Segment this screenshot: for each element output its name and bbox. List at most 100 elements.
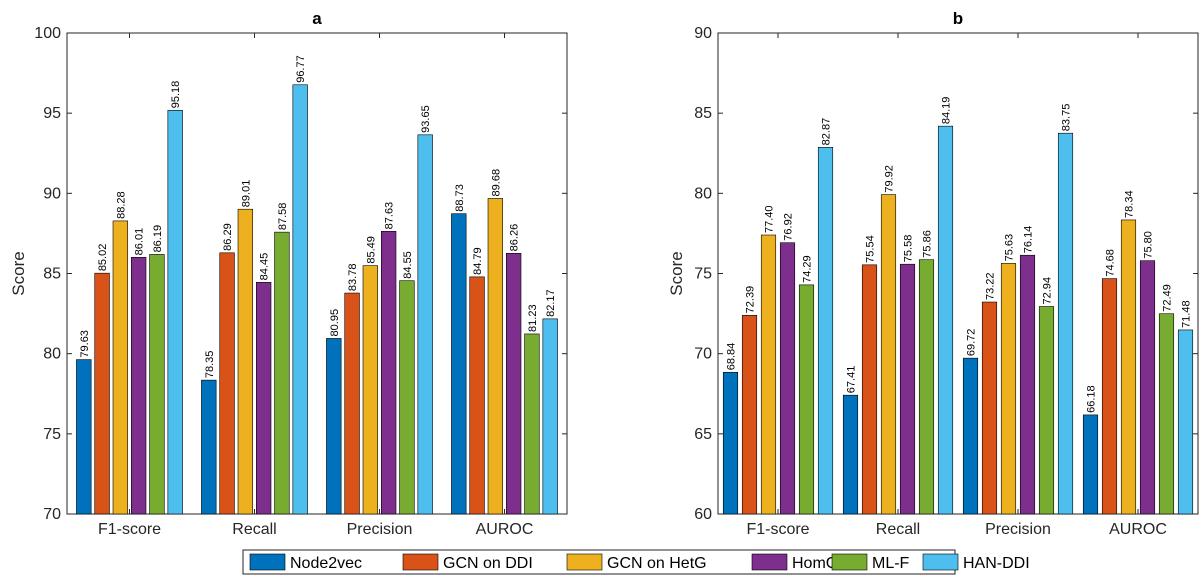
bar [149, 254, 165, 515]
bar-value-label: 74.29 [802, 255, 814, 283]
bar-value-label: 88.73 [454, 184, 466, 212]
y-tick-label: 65 [694, 426, 712, 443]
bar-value-label: 75.58 [903, 235, 915, 263]
bar-value-label: 77.40 [764, 205, 776, 233]
bar-value-label: 74.68 [1105, 249, 1117, 277]
bar [130, 257, 147, 515]
bar [255, 282, 272, 515]
bar [94, 272, 110, 515]
bar-value-label: 80.95 [329, 309, 341, 337]
y-tick-label: 75 [43, 426, 61, 443]
bar [524, 333, 540, 515]
bar-value-label: 86.29 [222, 223, 234, 251]
bar [1038, 306, 1055, 515]
legend-entry-label: ML-F [872, 555, 910, 572]
x-tick-label: AUROC [476, 521, 534, 538]
bar [292, 84, 308, 515]
bar [201, 379, 217, 515]
bar-value-label: 71.48 [1181, 300, 1193, 328]
legend-swatch [831, 553, 868, 571]
bar [798, 284, 815, 515]
bar [487, 198, 504, 515]
bar-value-label: 84.79 [472, 247, 484, 275]
bar [861, 264, 878, 515]
bar-value-label: 66.18 [1086, 385, 1098, 413]
bar-value-label: 84.55 [402, 251, 414, 279]
bar [1082, 414, 1099, 515]
y-tick-label: 85 [694, 105, 712, 122]
y-axis-label: Score [9, 251, 28, 295]
y-tick-label: 90 [694, 25, 712, 42]
x-tick-label: Precision [985, 521, 1051, 538]
bar [167, 109, 183, 515]
bar-value-label: 76.14 [1023, 226, 1035, 254]
bar-value-label: 84.19 [941, 97, 953, 125]
bar-value-label: 95.18 [170, 81, 182, 109]
bar-value-label: 83.75 [1061, 104, 1073, 132]
legend-swatch [922, 553, 959, 571]
bar [362, 265, 379, 515]
bar-value-label: 75.80 [1143, 231, 1155, 259]
x-tick-label: F1-score [98, 521, 161, 538]
bar [417, 134, 433, 515]
y-tick-label: 80 [694, 185, 712, 202]
legend-entry-label: HomG [792, 555, 838, 572]
bar-value-label: 72.49 [1162, 284, 1174, 312]
bar [981, 301, 998, 515]
bar-value-label: 89.01 [240, 180, 252, 208]
bar-value-label: 86.19 [152, 225, 164, 253]
legend-entry-label: GCN on HetG [607, 555, 707, 572]
bar-value-label: 75.86 [922, 230, 934, 258]
bar [1139, 260, 1156, 515]
bar-value-label: 81.23 [527, 304, 539, 332]
y-tick-label: 70 [43, 506, 61, 523]
bar [779, 242, 796, 515]
x-tick-label: Recall [232, 521, 276, 538]
bar-value-label: 69.72 [966, 329, 978, 357]
bar [899, 263, 916, 515]
bar-value-label: 82.17 [545, 289, 557, 317]
bar-value-label: 96.77 [295, 55, 307, 83]
bar [344, 292, 360, 515]
bar-value-label: 89.68 [490, 169, 502, 197]
bar [274, 231, 290, 515]
bar [505, 252, 522, 515]
bar [962, 357, 979, 515]
bar-value-label: 68.84 [726, 343, 738, 371]
y-tick-label: 80 [43, 346, 61, 363]
bar-value-label: 72.94 [1042, 277, 1054, 305]
bar-value-label: 72.39 [745, 286, 757, 314]
x-tick-label: AUROC [1109, 521, 1167, 538]
x-tick-label: Recall [876, 521, 920, 538]
bar-value-label: 67.41 [846, 366, 858, 394]
bar [741, 315, 758, 515]
bar-value-label: 73.22 [985, 273, 997, 301]
bar [937, 125, 954, 515]
bar [880, 194, 897, 515]
bar [1120, 219, 1137, 515]
bar-value-label: 88.28 [115, 191, 127, 219]
y-tick-label: 100 [34, 25, 61, 42]
bar [1057, 132, 1074, 515]
bar [918, 259, 935, 515]
y-tick-label: 75 [694, 266, 712, 283]
bar [760, 234, 777, 515]
bar [1177, 329, 1194, 515]
legend-swatch [402, 553, 439, 571]
bar-value-label: 85.02 [97, 244, 109, 272]
bar [817, 147, 834, 515]
bar [469, 276, 485, 515]
panel-title: a [312, 9, 322, 28]
bar-value-label: 76.92 [783, 213, 795, 241]
bar [399, 280, 415, 515]
bar [112, 220, 129, 515]
bar-value-label: 75.54 [865, 235, 877, 263]
bar-value-label: 87.63 [384, 202, 396, 230]
y-tick-label: 90 [43, 185, 61, 202]
bar [1000, 263, 1017, 515]
bar [1019, 254, 1036, 515]
bar [380, 231, 397, 515]
bar [219, 252, 235, 515]
legend-swatch [751, 553, 788, 571]
